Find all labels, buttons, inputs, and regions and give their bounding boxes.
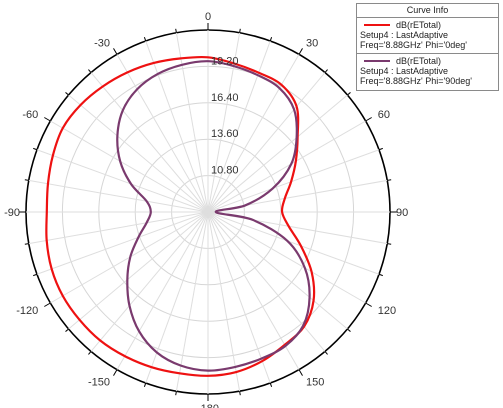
angle-tick-mark <box>175 391 177 396</box>
angle-tick-label: -30 <box>94 37 110 49</box>
angular-spoke <box>207 211 241 392</box>
angular-spoke <box>90 211 209 352</box>
angle-tick-mark <box>44 117 51 122</box>
angle-tick-mark <box>65 92 69 96</box>
angle-tick-mark <box>298 48 303 55</box>
angle-tick-mark <box>269 37 273 42</box>
angle-tick-label: 30 <box>306 37 318 49</box>
angle-tick-mark <box>113 48 118 55</box>
angle-tick-label: 120 <box>378 305 396 317</box>
angle-tick-mark <box>387 179 392 181</box>
series-curve-0 <box>45 55 316 377</box>
angular-spoke <box>207 149 380 213</box>
angle-tick-mark <box>143 382 147 387</box>
angle-tick-label: 90 <box>396 207 408 219</box>
angular-spoke <box>68 211 209 330</box>
angular-spoke <box>116 54 209 213</box>
series-curve-1 <box>116 60 311 372</box>
angular-spoke <box>145 40 209 213</box>
angle-tick-mark <box>65 328 69 332</box>
angular-spoke <box>50 120 209 213</box>
legend-swatch-phi-90 <box>364 60 390 62</box>
angle-tick-mark <box>239 391 241 396</box>
angle-tick-mark <box>365 302 372 307</box>
angular-spoke <box>90 72 209 213</box>
angle-tick-label: -150 <box>88 377 110 389</box>
angular-spoke <box>207 211 348 330</box>
angular-spoke <box>207 54 300 213</box>
angular-spoke <box>207 72 326 213</box>
angle-tick-mark <box>378 273 383 277</box>
legend-setup: Setup4 : LastAdaptive <box>360 30 449 40</box>
legend-title: Curve Info <box>357 4 498 18</box>
angle-tick-mark <box>298 369 303 376</box>
angular-spoke <box>28 211 209 245</box>
radial-tick-label: 19.20 <box>211 55 239 67</box>
angle-tick-mark <box>24 179 29 181</box>
angle-tick-label: -60 <box>22 109 38 121</box>
angle-tick-mark <box>378 147 383 151</box>
angular-spoke <box>207 211 326 352</box>
angle-tick-mark <box>44 302 51 307</box>
polar-curves <box>45 55 316 377</box>
legend-entry-phi-0[interactable]: dB(rETotal) Setup4 : LastAdaptive Freq='… <box>357 18 498 54</box>
angle-tick-mark <box>324 351 328 355</box>
angular-spoke <box>116 211 209 370</box>
legend[interactable]: Curve Info dB(rETotal) Setup4 : LastAdap… <box>356 3 499 91</box>
angle-tick-label: -120 <box>16 305 38 317</box>
angle-tick-mark <box>347 92 351 96</box>
angular-spoke <box>207 211 380 275</box>
angle-tick-label: 0 <box>205 11 211 23</box>
angle-tick-mark <box>143 37 147 42</box>
radial-tick-label: 10.80 <box>211 165 239 177</box>
angle-tick-mark <box>269 382 273 387</box>
angle-tick-mark <box>387 243 392 245</box>
angular-spoke <box>175 32 209 213</box>
angle-tick-label: -90 <box>4 207 20 219</box>
legend-entry-phi-90[interactable]: dB(rETotal) Setup4 : LastAdaptive Freq='… <box>357 54 498 89</box>
angular-spoke <box>68 94 209 213</box>
angle-tick-mark <box>33 273 38 277</box>
angular-spoke <box>145 211 209 384</box>
legend-label: dB(rETotal) <box>396 56 442 66</box>
angular-spoke <box>36 149 209 213</box>
angular-spoke <box>36 211 209 275</box>
angle-tick-mark <box>113 369 118 376</box>
legend-label: dB(rETotal) <box>396 20 442 30</box>
angular-spoke <box>207 40 271 213</box>
angle-tick-mark <box>239 28 241 33</box>
angular-spoke <box>207 211 300 370</box>
angle-tick-mark <box>324 69 328 73</box>
legend-params: Freq='8.88GHz' Phi='0deg' <box>360 40 467 50</box>
angular-spoke <box>28 179 209 213</box>
angle-tick-label: 60 <box>378 109 390 121</box>
angle-tick-mark <box>88 69 92 73</box>
radial-tick-label: 16.40 <box>211 92 239 104</box>
angle-tick-mark <box>24 243 29 245</box>
legend-params: Freq='8.88GHz' Phi='90deg' <box>360 76 472 86</box>
polar-labels: 10.80 13.60 16.40 19.20 0 30 60 90 120 150 -180 -15… <box>4 11 408 408</box>
legend-swatch-phi-0 <box>364 24 390 26</box>
angular-spoke <box>207 120 366 213</box>
angular-spoke <box>175 211 209 392</box>
angle-tick-label: 150 <box>306 377 324 389</box>
angle-tick-mark <box>33 147 38 151</box>
polar-grid <box>19 23 397 401</box>
angle-tick-mark <box>347 328 351 332</box>
radial-tick-label: 13.60 <box>211 128 239 140</box>
angle-tick-label: -180 <box>197 403 219 408</box>
angle-tick-mark <box>88 351 92 355</box>
angle-tick-mark <box>365 117 372 122</box>
angular-spoke <box>207 211 271 384</box>
angular-spoke <box>207 211 366 304</box>
angle-tick-mark <box>175 28 177 33</box>
legend-setup: Setup4 : LastAdaptive <box>360 66 449 76</box>
angular-spoke <box>207 94 348 213</box>
